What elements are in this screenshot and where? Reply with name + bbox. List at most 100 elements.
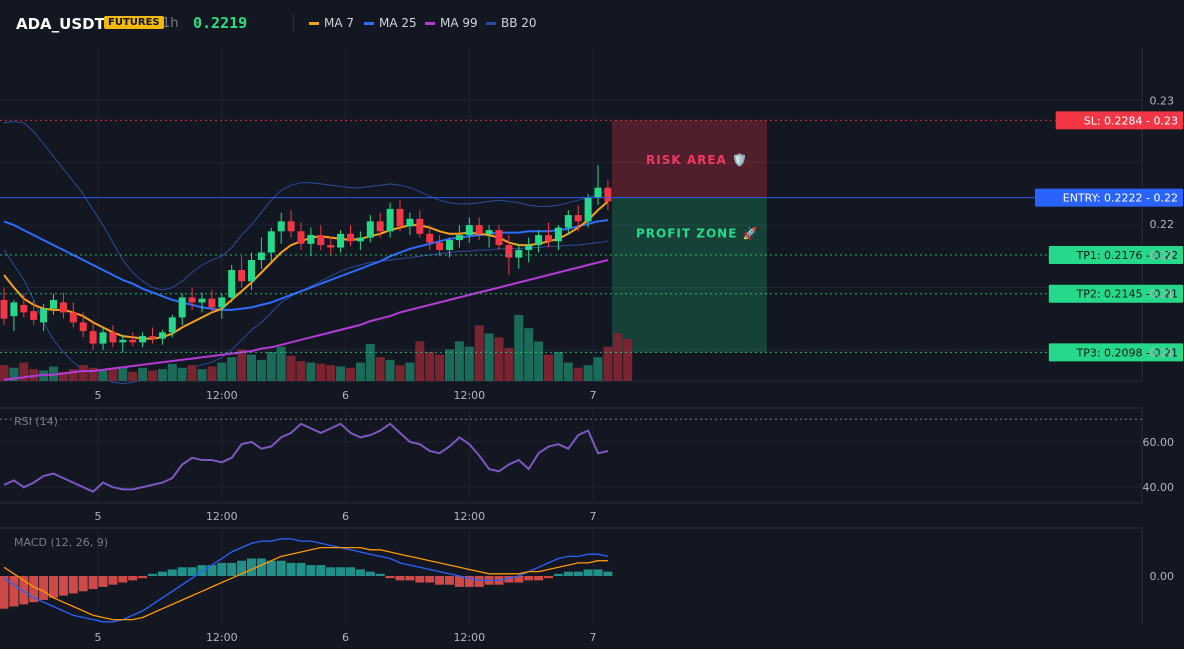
candle-body — [89, 331, 97, 344]
macd-title: MACD (12, 26, 9) — [14, 536, 108, 549]
legend-ma99[interactable]: MA 99 — [425, 16, 478, 30]
macd-hist-bar — [118, 576, 128, 583]
candle-body — [139, 336, 147, 343]
candle-body — [40, 308, 48, 323]
interval-label[interactable]: 1h — [162, 16, 179, 31]
volume-bars — [0, 315, 633, 381]
level-tag-sl — [1055, 111, 1183, 130]
macd-hist-bar — [187, 567, 197, 576]
x-tick-label: 6 — [342, 389, 349, 402]
risk-area — [612, 120, 767, 198]
macd-hist-bar — [157, 571, 167, 576]
candle-body — [10, 302, 18, 317]
volume-bar — [365, 344, 375, 381]
candle-body — [515, 250, 523, 258]
volume-bar — [227, 357, 237, 381]
macd-hist-bar — [415, 576, 425, 583]
x-tick-label: 12:00 — [206, 389, 238, 402]
volume-bar — [197, 369, 207, 381]
volume-bar — [355, 362, 365, 381]
volume-bar — [58, 371, 68, 381]
moving-averages — [3, 200, 609, 381]
chart-header: ADA_USDT FUTURES 1h 0.2219 MA 7 MA 25 MA… — [0, 0, 1184, 48]
macd-hist-bar — [355, 569, 365, 576]
symbol-name[interactable]: ADA_USDT — [16, 15, 105, 33]
volume-bar — [504, 348, 514, 381]
macd-hist-bar — [385, 576, 395, 579]
bb20-swatch — [486, 21, 496, 25]
macd-hist-bar — [0, 576, 9, 609]
y-tick-label: 0.22 — [1150, 249, 1175, 262]
y-tick-label: 0.21 — [1150, 288, 1175, 301]
legend-bb20[interactable]: BB 20 — [486, 16, 537, 30]
level-tag-tp3 — [1048, 343, 1183, 362]
x-tick-label: 5 — [95, 389, 102, 402]
level-tag-tp1 — [1048, 246, 1183, 265]
ma7-swatch — [309, 21, 319, 25]
volume-bar — [138, 367, 148, 381]
macd-hist-bar — [58, 576, 68, 596]
y-tick-label: 0.22 — [1150, 218, 1175, 231]
legend-ma7[interactable]: MA 7 — [309, 16, 354, 30]
macd-hist-bar — [207, 565, 217, 576]
x-tick-label-rsi: 5 — [95, 510, 102, 523]
macd-line — [3, 538, 609, 623]
volume-bar — [19, 362, 29, 381]
volume-bar — [623, 338, 633, 381]
legend-ma25[interactable]: MA 25 — [364, 16, 417, 30]
macd-hist-bar — [514, 576, 524, 583]
macd-hist-bar — [78, 576, 88, 592]
volume-bar — [296, 361, 306, 381]
volume-bar — [573, 367, 583, 381]
candle-body — [574, 215, 582, 222]
macd-hist-bar — [19, 576, 29, 605]
candle-body — [426, 233, 434, 243]
macd-y-tick-label: 0.00 — [1150, 570, 1175, 583]
volume-bar — [553, 351, 563, 381]
x-tick-label-macd: 12:00 — [206, 631, 238, 644]
candle-body — [366, 221, 374, 238]
candle-body — [584, 197, 592, 222]
macd-hist-bar — [177, 567, 187, 576]
volume-bar — [613, 333, 623, 381]
volume-bar — [187, 365, 197, 381]
candle-body — [208, 298, 216, 308]
volume-bar — [0, 365, 9, 381]
candle-body — [50, 299, 57, 309]
candle-body — [347, 233, 354, 242]
volume-bar — [435, 354, 445, 381]
candlesticks — [0, 165, 612, 353]
macd-hist-bar — [88, 576, 98, 590]
candle-body — [327, 245, 335, 248]
trade-levels: SL: 0.2284 - 0.23 ENTRY: 0.2222 - 0.22 TP1… — [0, 111, 1183, 362]
candle-body — [59, 302, 67, 313]
volume-bar — [177, 367, 187, 381]
candle-body — [356, 237, 364, 242]
y-tick-label: 0.21 — [1150, 346, 1175, 359]
candle-body — [337, 233, 345, 248]
macd-hist-bar — [306, 565, 316, 576]
macd-hist-bar — [286, 562, 296, 576]
macd-hist-bar — [138, 576, 148, 579]
candle-body — [594, 187, 602, 198]
macd-hist-bar — [197, 565, 207, 576]
macd-hist-bar — [524, 576, 534, 581]
candle-body — [455, 235, 463, 241]
x-tick-label-rsi: 12:00 — [206, 510, 238, 523]
rsi-line — [3, 422, 609, 493]
candle-body — [307, 235, 315, 244]
volume-bar — [148, 370, 157, 381]
candle-body — [564, 215, 572, 228]
volume-bar — [157, 369, 167, 381]
volume-bar — [385, 359, 395, 381]
x-tick-label-macd: 12:00 — [453, 631, 485, 644]
rsi-pane: 60.00 40.00 RSI (14) — [0, 415, 1174, 494]
bb-upper-line — [3, 121, 609, 291]
x-tick-label-macd: 7 — [590, 631, 597, 644]
level-label-entry: ENTRY: 0.2222 - 0.22 — [1063, 192, 1178, 205]
candle-body — [149, 336, 156, 339]
volume-bar — [454, 341, 464, 381]
volume-bar — [68, 369, 78, 381]
candle-body — [436, 242, 444, 251]
